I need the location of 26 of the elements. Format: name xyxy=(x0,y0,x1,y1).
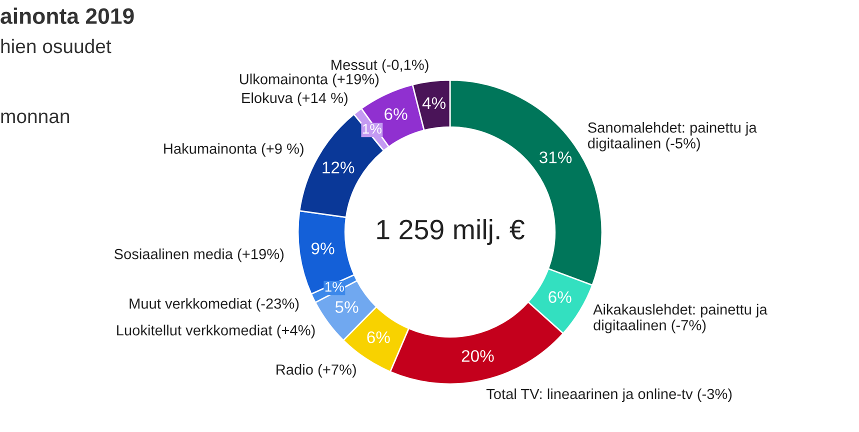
data-label: 6% xyxy=(367,331,390,344)
slice-label: Muut verkkomediat (-23%) xyxy=(130,298,299,312)
data-label: 4% xyxy=(422,97,446,109)
slice-label: Luokitellut verkkomediat (+4%) xyxy=(117,324,315,338)
data-label: 20% xyxy=(462,350,494,362)
slice-label: Sanomalehdet: painettu ja digitaalinen (-5%) xyxy=(588,122,757,152)
data-label: 5% xyxy=(335,301,358,313)
text: 1 259 milj. € xyxy=(377,219,524,245)
text: monnan xyxy=(1,112,70,124)
data-label: 9% xyxy=(312,242,334,254)
slice-label: Ulkomainonta (+19%) xyxy=(240,74,379,88)
slice-label: Radio (+7%) xyxy=(276,364,356,378)
data-label: 6% xyxy=(384,108,408,120)
slice-label: Elokuva (+14 %) xyxy=(242,92,348,106)
data-label: 6% xyxy=(548,291,572,303)
slice-label: Sosiaalinen media (+19%) xyxy=(114,248,284,262)
slice-label: Aikakauslehdet: painettu ja digitaalinen (-7%) xyxy=(593,304,768,334)
data-label: 1% xyxy=(325,282,344,292)
data-label: 31% xyxy=(539,151,572,164)
slice-label: Messut (-0,1%) xyxy=(332,59,428,73)
chart-title: ainonta 2019 xyxy=(0,8,134,24)
slice-label: Total TV: lineaarinen ja online-tv (-3%) xyxy=(486,388,732,402)
data-label: 12% xyxy=(322,162,354,174)
chart-subtitle: hien osuudet xyxy=(1,38,112,54)
slice-label: Hakumainonta (+9 %) xyxy=(164,143,304,157)
data-label: 1% xyxy=(362,124,382,134)
